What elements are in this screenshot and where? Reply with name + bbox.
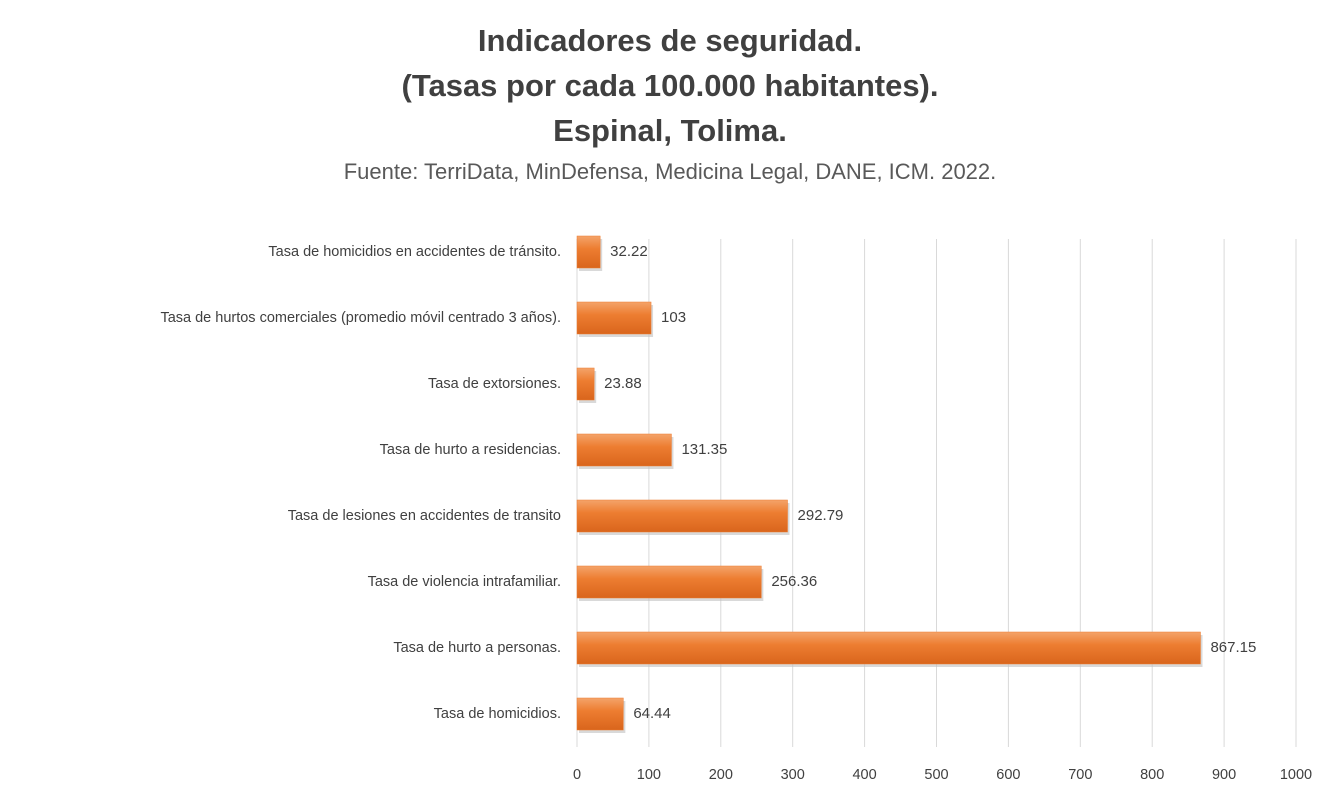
bar [576,499,788,533]
y-tick-label: Tasa de violencia intrafamiliar. [368,574,561,590]
chart-title: (Tasas por cada 100.000 habitantes). [402,68,939,103]
x-tick-label: 600 [996,767,1020,783]
x-tick-label: 500 [924,767,948,783]
x-tick-label: 0 [573,767,581,783]
data-label: 64.44 [633,705,671,722]
chart-title: Indicadores de seguridad. [478,23,862,58]
chart-subtitle: Fuente: TerriData, MinDefensa, Medicina … [344,159,997,184]
x-tick-label: 1000 [1280,767,1312,783]
y-tick-label: Tasa de hurtos comerciales (promedio móv… [160,310,561,326]
bar [576,367,595,401]
x-tick-label: 700 [1068,767,1092,783]
x-tick-label: 200 [709,767,733,783]
y-tick-label: Tasa de homicidios. [434,706,561,722]
chart-title: Espinal, Tolima. [553,113,787,148]
data-label: 32.22 [610,243,648,260]
y-tick-label: Tasa de homicidios en accidentes de trán… [268,244,561,260]
data-label: 292.79 [798,507,844,524]
bar [576,697,624,731]
data-label: 256.36 [771,573,817,590]
data-label: 867.15 [1210,639,1256,656]
x-tick-label: 300 [781,767,805,783]
data-label: 103 [661,309,686,326]
x-tick-label: 100 [637,767,661,783]
bar [576,235,601,269]
x-tick-label: 800 [1140,767,1164,783]
y-tick-label: Tasa de hurto a residencias. [380,442,561,458]
data-label: 131.35 [681,441,727,458]
bar [576,433,672,467]
y-tick-label: Tasa de extorsiones. [428,376,561,392]
y-tick-label: Tasa de hurto a personas. [393,640,561,656]
bar [576,301,652,335]
y-tick-label: Tasa de lesiones en accidentes de transi… [288,508,561,524]
bar [576,565,762,599]
x-tick-label: 900 [1212,767,1236,783]
bar [576,631,1201,665]
x-tick-label: 400 [852,767,876,783]
data-label: 23.88 [604,375,642,392]
